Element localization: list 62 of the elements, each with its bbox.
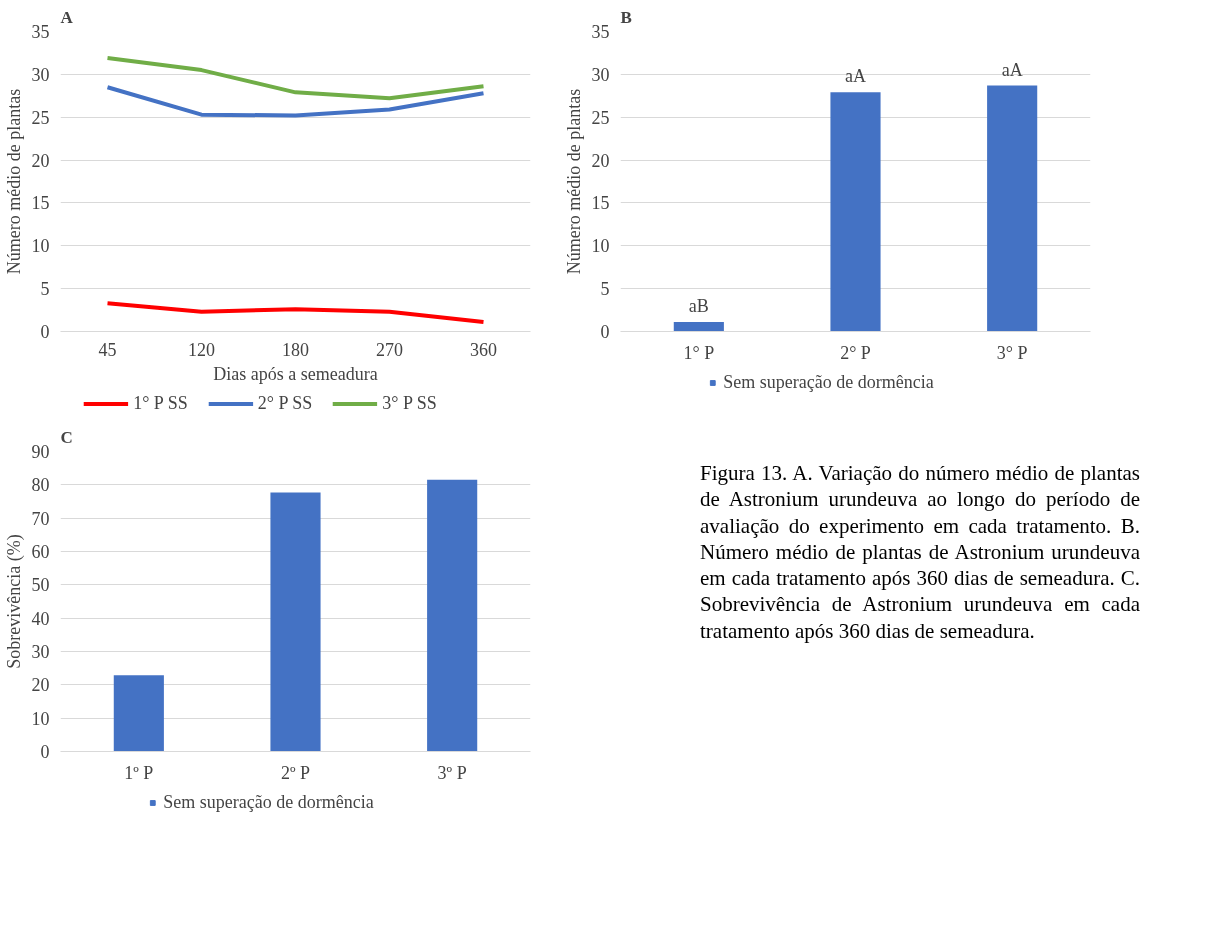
line-series [105, 56, 486, 101]
bar [830, 92, 881, 332]
line-series [105, 85, 486, 118]
x-tick-label: 120 [188, 339, 215, 360]
y-tick-label: 60 [31, 542, 50, 562]
y-tick-label: 0 [40, 322, 50, 342]
x-tick-label: 45 [98, 339, 117, 360]
bar [673, 322, 724, 332]
y-tick-label: 30 [31, 642, 50, 662]
y-tick-label: 10 [591, 236, 610, 257]
legend-label: Sem superação de dormência [723, 371, 934, 393]
data-label: aB [688, 296, 709, 317]
y-tick-label: 35 [31, 22, 50, 42]
y-tick-label: 20 [591, 150, 610, 171]
x-tick-label: 2° P [840, 342, 871, 363]
y-tick-label: 0 [40, 742, 50, 762]
y-tick-label: 25 [591, 107, 610, 128]
x-tick-label: 3º P [437, 762, 467, 783]
line-series [105, 301, 486, 325]
y-tick-label: 5 [600, 279, 610, 300]
y-tick-label: 5 [40, 279, 50, 300]
y-tick-label: 10 [31, 236, 50, 257]
y-tick-label: 40 [31, 608, 50, 629]
legend-label: 3° P SS [382, 392, 437, 414]
x-tick-label: 2º P [280, 762, 311, 783]
legend-label: 1° P SS [133, 392, 188, 414]
y-tick-label: 15 [31, 193, 50, 214]
chart-title: C [60, 427, 73, 447]
bar [270, 492, 321, 752]
y-tick-label: 50 [31, 575, 50, 596]
y-tick-label: 35 [591, 22, 610, 42]
x-tick-label: 360 [470, 339, 497, 360]
legend-label: 2° P SS [257, 392, 313, 414]
y-tick-label: 15 [591, 193, 610, 214]
x-axis-title: Dias após a semeadura [213, 363, 378, 384]
bar [427, 479, 478, 752]
y-axis-title: Sobrevivência (%) [3, 534, 25, 669]
y-tick-label: 20 [31, 150, 50, 171]
y-tick-label: 0 [600, 322, 610, 342]
y-tick-label: 80 [31, 475, 50, 496]
x-tick-label: 3° P [996, 342, 1028, 363]
y-tick-label: 70 [31, 508, 50, 529]
y-tick-label: 90 [31, 442, 50, 462]
text: Figura 13. A. Variação do número médio de plantas de Astronium urundeuva ao longo do período de avaliação do experimento em cada tratamento. B. Número médio de plantas de Astronium urundeuva em cada tratamento após 360 dias de semeadura. C. Sobrevivência de Astronium urundeuva em cada tratamento após 360 dias de semeadura. [700, 460, 1140, 644]
data-label: aA [845, 66, 867, 87]
y-axis-title: Número médio de plantas [3, 88, 24, 275]
x-tick-label: 270 [376, 339, 403, 360]
y-tick-label: 30 [31, 64, 50, 85]
data-label: aA [1001, 59, 1023, 80]
bar [987, 85, 1038, 332]
x-tick-label: 1° P [683, 342, 715, 363]
y-tick-label: 30 [591, 64, 610, 85]
bar [113, 675, 164, 752]
x-tick-label: 1º P [124, 762, 154, 783]
y-tick-label: 20 [31, 675, 50, 696]
y-tick-label: 25 [31, 107, 50, 128]
chart-title: A [60, 7, 74, 27]
legend-label: Sem superação de dormência [163, 791, 374, 813]
x-tick-label: 180 [282, 339, 309, 360]
y-tick-label: 10 [31, 708, 50, 729]
y-axis-title: Número médio de plantas [563, 88, 584, 275]
chart-title: B [620, 7, 632, 27]
